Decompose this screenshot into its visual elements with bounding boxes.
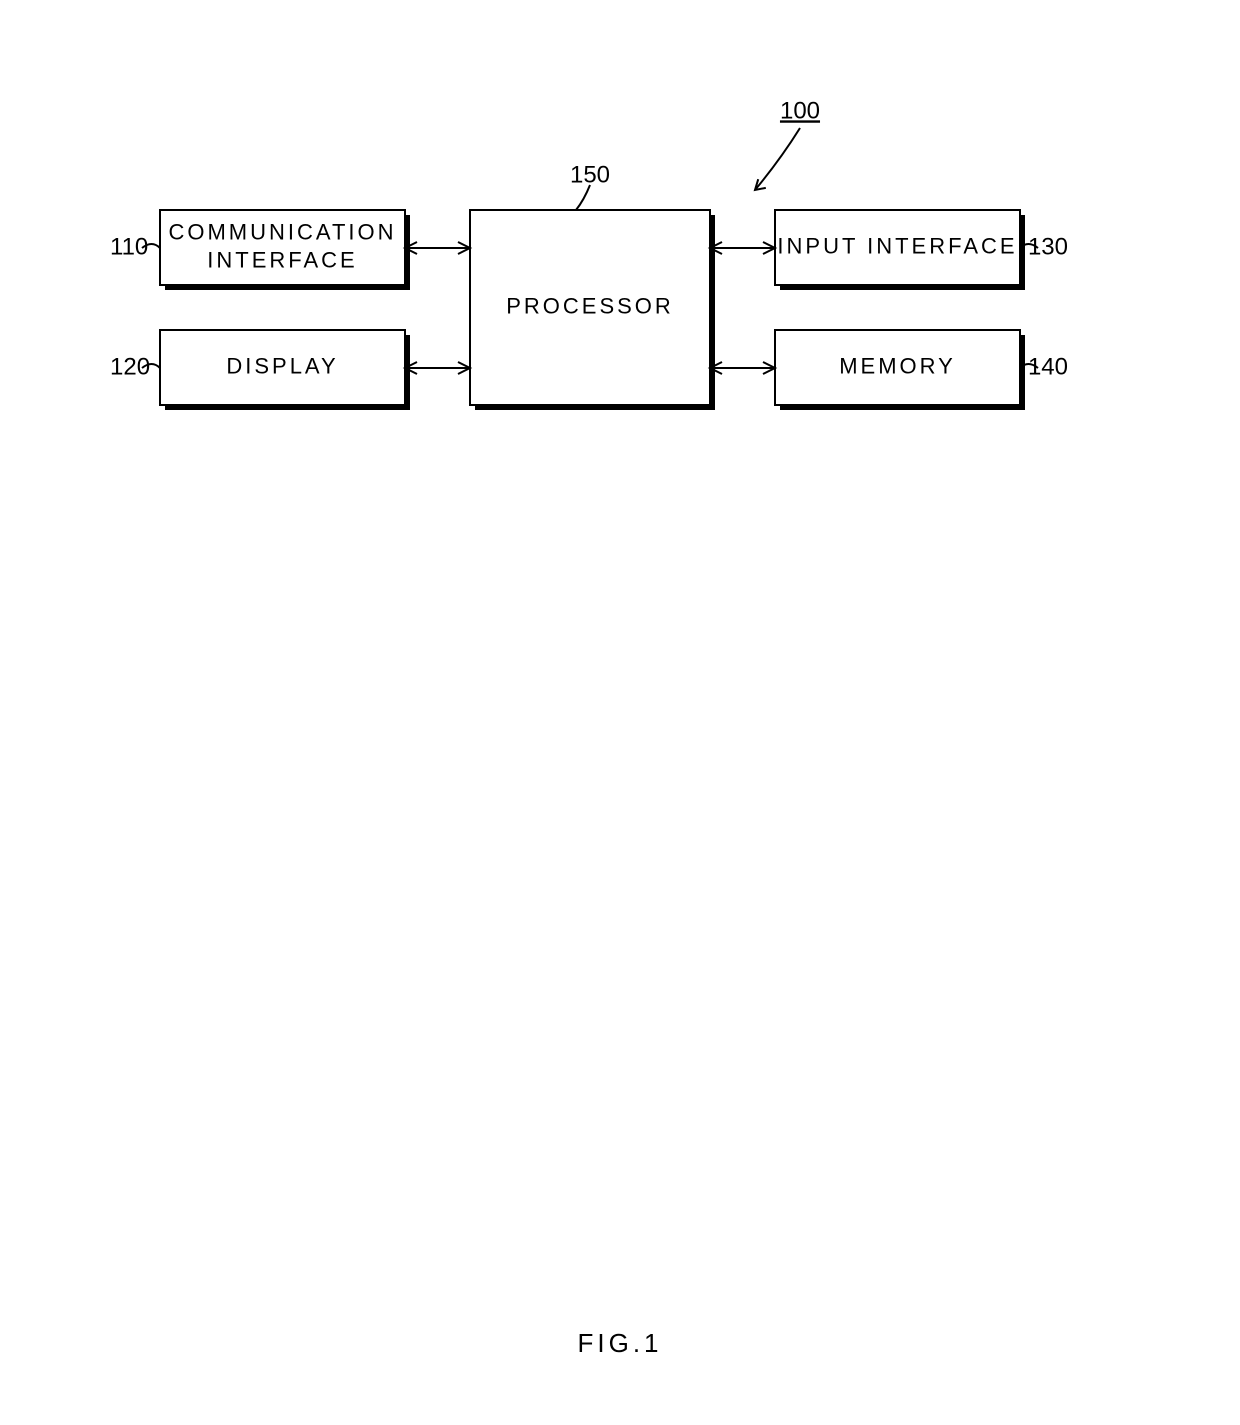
block-diagram: PROCESSOR150100COMMUNICATIONINTERFACE110… (0, 0, 1240, 1425)
display-box: DISPLAY (160, 330, 410, 410)
box-label: INPUT INTERFACE (777, 233, 1017, 258)
assembly-ref: 100 (780, 97, 820, 124)
box-label: COMMUNICATION (168, 219, 396, 244)
box-label: MEMORY (839, 353, 956, 378)
input-ref: 130 (1028, 233, 1068, 260)
processor-box: PROCESSOR (470, 210, 715, 410)
processor-ref: 150 (570, 161, 610, 188)
memory-ref: 140 (1028, 353, 1068, 380)
box-label: PROCESSOR (506, 293, 674, 318)
box-label: DISPLAY (226, 353, 338, 378)
memory-box: MEMORY (775, 330, 1025, 410)
figure-caption: FIG.1 (577, 1328, 662, 1358)
comm-box: COMMUNICATION INTERFACE (160, 210, 410, 290)
input-box: INPUT INTERFACE (775, 210, 1025, 290)
box-label: INTERFACE (207, 247, 357, 272)
